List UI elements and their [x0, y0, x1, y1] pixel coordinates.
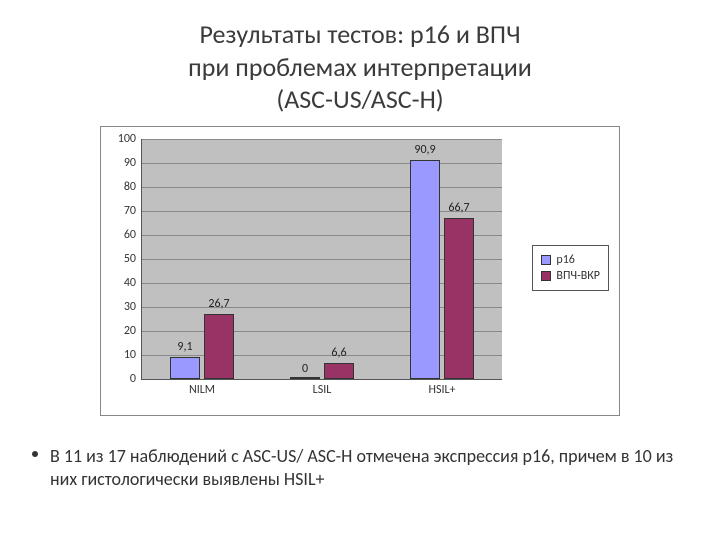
legend-item: ВПЧ-ВКР	[541, 269, 600, 283]
legend-swatch-icon	[541, 255, 551, 265]
bar	[204, 314, 234, 378]
y-axis-label: 20	[108, 324, 136, 338]
bar-value-label: 9,1	[177, 340, 192, 354]
chart-container: 0 10 20 30 40 50 60 70 80 90 100 9,1 26,7 NILM 0 6,6 LSI…	[100, 126, 620, 416]
x-axis-label: LSIL	[313, 383, 332, 397]
y-axis-label: 80	[108, 180, 136, 194]
bar	[410, 160, 440, 378]
y-axis-label: 50	[108, 252, 136, 266]
bar	[444, 218, 474, 378]
gridline	[142, 139, 502, 140]
title-line-2: при проблемах интерпретации	[188, 51, 532, 83]
gridline	[142, 163, 502, 164]
bar-value-label: 6,6	[331, 346, 346, 360]
y-axis-label: 90	[108, 156, 136, 170]
bar	[324, 363, 354, 379]
y-axis-label: 70	[108, 204, 136, 218]
bar	[170, 357, 200, 379]
x-axis-label: HSIL+	[428, 383, 455, 397]
x-axis-label: NILM	[189, 383, 215, 397]
y-axis-label: 60	[108, 228, 136, 242]
legend-label: ВПЧ-ВКР	[556, 269, 600, 283]
chart-legend: р16 ВПЧ-ВКР	[532, 245, 609, 291]
y-axis-label: 40	[108, 276, 136, 290]
legend-label: р16	[556, 253, 574, 267]
title-line-1: Результаты тестов: р16 и ВПЧ	[199, 18, 520, 50]
bullet-text: В 11 из 17 наблюдений с ASC-US/ ASC-H от…	[50, 445, 673, 490]
bar-value-label: 26,7	[208, 297, 229, 311]
slide-title: Результаты тестов: р16 и ВПЧ при проблем…	[40, 18, 680, 116]
bar-value-label: 90,9	[414, 143, 435, 157]
bar	[290, 377, 320, 379]
legend-swatch-icon	[541, 271, 551, 281]
gridline	[142, 187, 502, 188]
bar-value-label: 66,7	[448, 201, 469, 215]
bar-value-label: 0	[302, 362, 308, 376]
slide: Результаты тестов: р16 и ВПЧ при проблем…	[0, 0, 720, 540]
legend-item: р16	[541, 253, 600, 267]
chart-plot-area: 01020304050607080901009,126,7NILM06,6LSI…	[141, 139, 502, 380]
y-axis-label: 0	[108, 372, 136, 386]
y-axis-label: 10	[108, 348, 136, 362]
y-axis-label: 100	[108, 132, 136, 146]
y-axis-label: 30	[108, 300, 136, 314]
title-line-3: (ASC-US/ASC-H)	[276, 83, 443, 115]
bullet-point: В 11 из 17 наблюдений с ASC-US/ ASC-H от…	[50, 445, 680, 490]
bullet-dot-icon	[32, 451, 38, 457]
